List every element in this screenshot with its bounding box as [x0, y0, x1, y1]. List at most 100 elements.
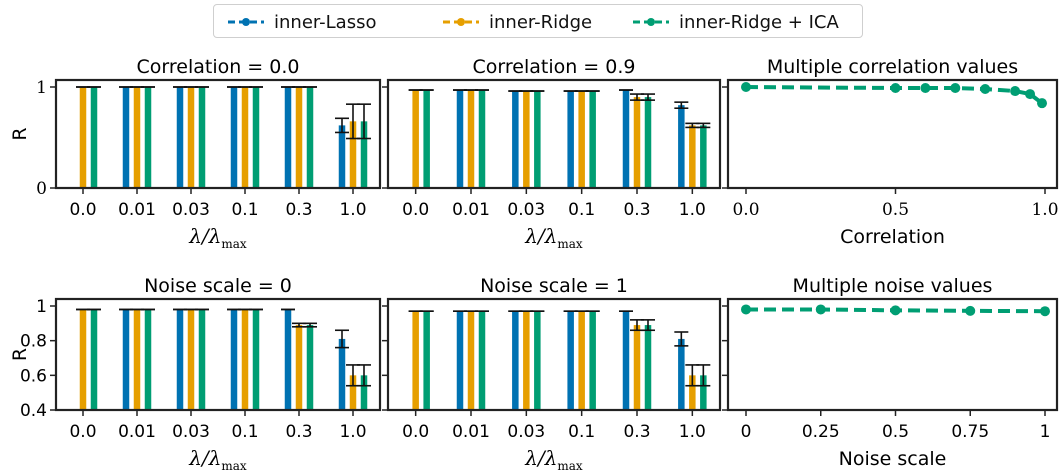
bar-inner-lasso — [622, 311, 630, 410]
data-point — [1040, 306, 1050, 317]
bar-inner-ridge-ica — [644, 97, 652, 188]
bar-inner-lasso — [622, 90, 630, 188]
bar-inner-ridge — [241, 87, 249, 188]
bar-inner-ridge-ica — [144, 87, 152, 188]
bar-inner-lasso — [678, 105, 685, 188]
bar-inner-ridge-ica — [306, 87, 314, 188]
legend-label-ridge: inner-Ridge — [489, 11, 593, 33]
chart-title: Multiple correlation values — [767, 56, 1018, 78]
bar-inner-ridge — [79, 309, 87, 410]
x-tick-label: 0.03 — [172, 200, 210, 220]
x-tick-label: 0.03 — [172, 422, 210, 442]
bar-inner-ridge — [467, 90, 475, 188]
data-point — [741, 82, 751, 92]
y-tick-label: 0.6 — [20, 366, 47, 386]
bar-inner-ridge — [689, 125, 696, 188]
bar-inner-lasso — [122, 309, 130, 410]
bar-inner-ridge-ica — [700, 375, 707, 410]
x-tick-label: 1.0 — [679, 200, 706, 220]
bar-inner-lasso — [678, 338, 685, 410]
bar-inner-lasso — [338, 125, 346, 188]
bar-inner-lasso — [284, 309, 292, 410]
axes-frame — [726, 78, 1059, 190]
bar-inner-ridge — [578, 311, 585, 410]
bar-inner-ridge — [578, 91, 585, 188]
bar-inner-ridge-ica — [589, 91, 596, 188]
data-point — [890, 83, 901, 94]
x-tick-label: 0 — [741, 422, 752, 442]
bar-inner-ridge — [467, 311, 475, 410]
bar-inner-ridge — [633, 97, 641, 188]
x-tick-label: 0.3 — [623, 200, 650, 220]
bar-inner-lasso — [512, 311, 519, 410]
data-point — [965, 305, 976, 316]
bar-inner-ridge-ica — [252, 309, 260, 410]
bar-inner-lasso — [230, 309, 238, 410]
chart-title: Multiple noise values — [793, 275, 993, 297]
bar-inner-ridge-ica — [589, 311, 596, 410]
x-axis-label: λ/λmax — [188, 224, 247, 251]
legend-label-ridge-ica: inner-Ridge + ICA — [679, 11, 839, 33]
legend-label-lasso: inner-Lasso — [274, 11, 377, 33]
bar-inner-ridge-ica — [360, 375, 368, 410]
bar-inner-ridge-ica — [423, 90, 430, 188]
x-tick-label: 0.0 — [69, 200, 96, 220]
bar-inner-ridge-ica — [198, 87, 206, 188]
x-tick-label: 0.01 — [118, 200, 156, 220]
bar-inner-ridge-ica — [534, 311, 541, 410]
x-tick-label: 0.0 — [402, 200, 429, 220]
bar-inner-lasso — [122, 87, 130, 188]
legend-item-lasso: inner-Lasso — [226, 5, 376, 39]
x-axis-label: λ/λmax — [524, 446, 583, 473]
bar-inner-ridge-ica — [90, 309, 98, 410]
x-tick-label: 0.03 — [507, 422, 545, 442]
axes-frame — [386, 78, 722, 190]
bar-inner-ridge-ica — [360, 121, 368, 188]
bar-inner-lasso — [456, 311, 464, 410]
data-point — [815, 304, 826, 315]
bar-inner-ridge — [349, 121, 357, 188]
bar-inner-lasso — [284, 87, 292, 188]
bar-inner-ridge — [523, 311, 530, 410]
axes-frame — [54, 297, 382, 412]
bar-inner-lasso — [338, 338, 346, 410]
x-tick-label: 0.01 — [452, 200, 490, 220]
x-tick-label: 1.0 — [339, 422, 366, 442]
bar-inner-ridge-ica — [252, 87, 260, 188]
x-axis-label: Noise scale — [839, 448, 947, 470]
bar-inner-ridge — [295, 87, 303, 188]
bar-inner-ridge — [349, 375, 357, 410]
legend-marker-ridge — [443, 18, 479, 26]
x-tick-label: 0.0 — [69, 422, 96, 442]
x-tick-label: 0.25 — [802, 422, 840, 442]
data-point — [1010, 86, 1021, 97]
legend-marker-lasso — [228, 18, 264, 26]
bar-inner-ridge-ica — [144, 309, 152, 410]
x-tick-label: 0.5 — [882, 422, 909, 442]
x-tick-label: 0.0 — [402, 422, 429, 442]
bar-inner-ridge-ica — [478, 311, 486, 410]
y-tick-label: 0.4 — [20, 401, 47, 421]
axes-frame — [54, 78, 382, 190]
bar-inner-ridge — [187, 309, 195, 410]
legend-marker-ridge-ica — [633, 18, 669, 26]
x-tick-label: 0.1 — [231, 200, 258, 220]
x-tick-label: 0.3 — [623, 422, 650, 442]
legend: inner-Lasso inner-Ridge inner-Ridge + IC… — [213, 4, 863, 38]
bar-inner-ridge-ica — [423, 311, 430, 410]
bar-inner-ridge-ica — [306, 325, 314, 410]
data-point — [1037, 98, 1048, 109]
y-tick-label: 0.8 — [20, 332, 47, 352]
bar-inner-ridge — [412, 311, 419, 410]
bar-inner-lasso — [230, 87, 238, 188]
y-tick-label: 1 — [36, 78, 47, 98]
bar-inner-lasso — [176, 309, 184, 410]
x-axis-label: λ/λmax — [188, 446, 247, 473]
x-axis-label: Correlation — [840, 226, 945, 248]
chart-title: Correlation = 0.0 — [137, 56, 300, 78]
bar-inner-ridge-ica — [90, 87, 98, 188]
x-tick-label: 0.1 — [568, 422, 595, 442]
bar-inner-lasso — [512, 91, 519, 188]
bar-inner-ridge-ica — [700, 125, 707, 188]
